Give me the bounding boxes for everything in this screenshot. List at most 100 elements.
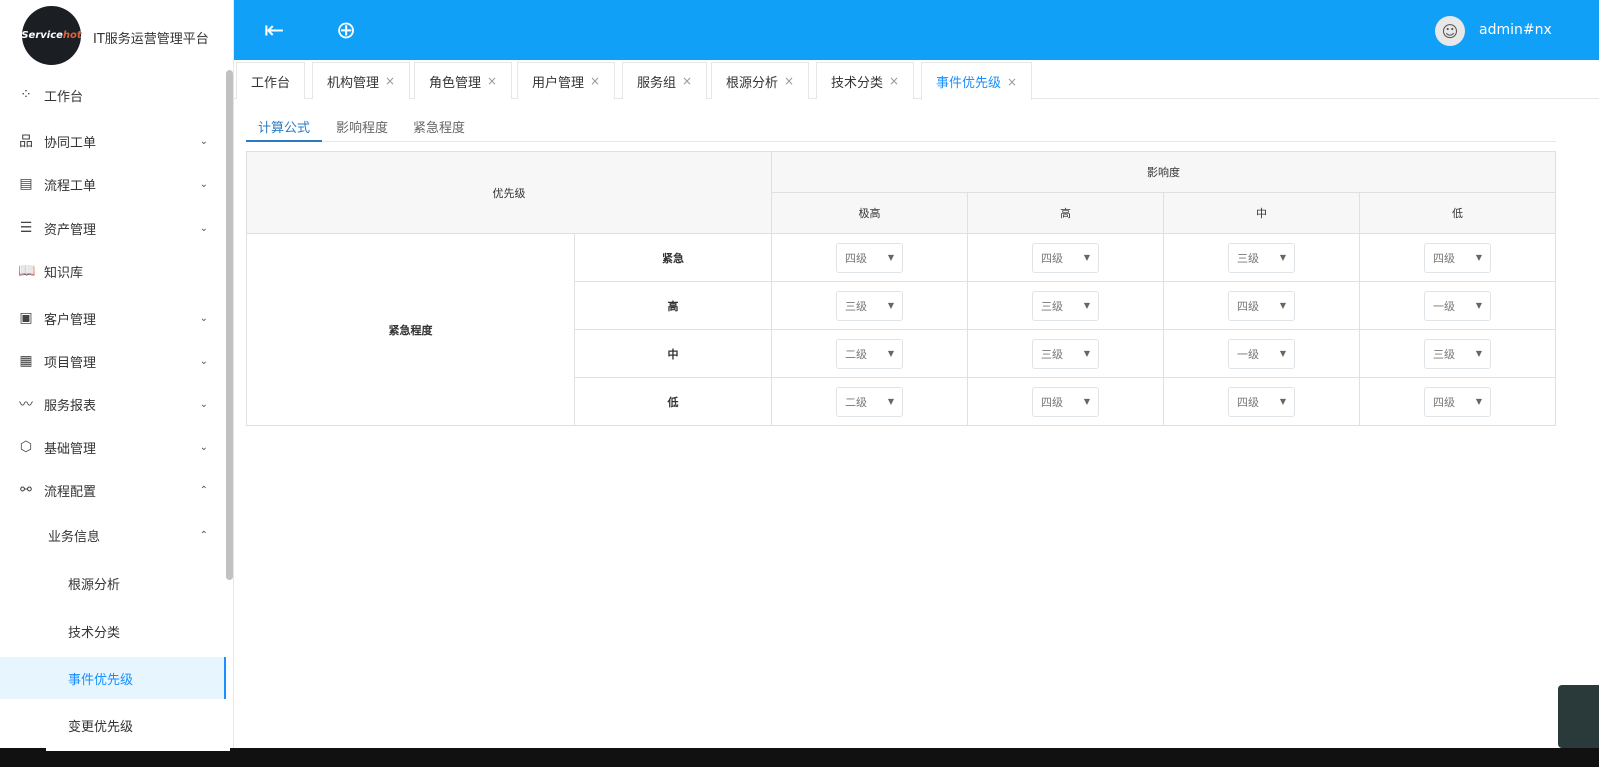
sidebar-item-label: 技术分类 <box>68 625 121 641</box>
close-icon[interactable]: × <box>784 74 795 88</box>
priority-value: 四级 <box>1237 395 1259 409</box>
priority-select[interactable]: 三级 ▼ <box>1424 338 1491 369</box>
impact-level-header: 中 <box>1163 192 1360 234</box>
priority-select[interactable]: 三级 ▼ <box>1228 242 1295 273</box>
sidebar-scrollbar[interactable] <box>226 70 233 580</box>
sidebar-item-6[interactable]: ▦ 项目管理 ⌄ <box>0 339 226 383</box>
tab-label: 角色管理 <box>429 75 482 91</box>
matrix-cell: 一级 ▼ <box>1163 329 1360 378</box>
sidebar-item-0[interactable]: ⁘ 工作台 <box>0 73 226 117</box>
priority-select[interactable]: 一级 ▼ <box>1228 338 1295 369</box>
tab-1[interactable]: 机构管理 × <box>312 62 411 99</box>
close-icon[interactable]: × <box>487 74 498 88</box>
chevron-icon: ⌄ <box>199 222 208 234</box>
close-icon[interactable]: × <box>889 74 900 88</box>
sidebar-item-9[interactable]: ⚯ 流程配置 ⌃ <box>0 468 226 512</box>
priority-select[interactable]: 四级 ▼ <box>1228 290 1295 321</box>
sidebar-leaf-0[interactable]: 根源分析 <box>0 562 226 604</box>
matrix-cell: 四级 ▼ <box>771 233 968 282</box>
chevron-icon: ⌄ <box>199 441 208 453</box>
sidebar-item-1[interactable]: 品协同工单 ⌄ <box>0 119 226 163</box>
chevron-icon: ⌄ <box>199 398 208 410</box>
subtab-1[interactable]: 影响程度 <box>336 121 389 136</box>
priority-value: 一级 <box>1433 299 1455 313</box>
document-icon: ▦ <box>19 353 33 369</box>
tab-4[interactable]: 服务组 × <box>622 62 708 99</box>
close-icon[interactable]: × <box>1007 74 1018 89</box>
priority-select[interactable]: 二级 ▼ <box>836 338 903 369</box>
tab-6[interactable]: 技术分类 × <box>816 62 915 99</box>
calendar-icon: ▤ <box>19 176 33 192</box>
sidebar-item-label: 根源分析 <box>68 577 121 593</box>
priority-select[interactable]: 一级 ▼ <box>1424 290 1491 321</box>
sidebar-item-label: 协同工单 <box>44 135 97 151</box>
caret-down-icon: ▼ <box>1279 349 1286 358</box>
priority-select[interactable]: 四级 ▼ <box>1228 386 1295 417</box>
indent-menu-icon[interactable]: ⇤ <box>264 16 285 44</box>
subtab-2[interactable]: 紧急程度 <box>413 121 466 136</box>
caret-down-icon: ▼ <box>1475 397 1482 406</box>
tab-0[interactable]: 工作台 <box>236 62 306 99</box>
sidebar-item-5[interactable]: ▣ 客户管理 ⌄ <box>0 296 226 340</box>
close-icon[interactable]: × <box>385 74 396 88</box>
taskbar <box>0 748 1599 767</box>
close-icon[interactable]: × <box>682 74 693 88</box>
priority-select[interactable]: 四级 ▼ <box>1032 386 1099 417</box>
chevron-up-icon: ⌃ <box>199 529 208 541</box>
priority-select[interactable]: 四级 ▼ <box>1424 242 1491 273</box>
sidebar-item-3[interactable]: ☰ 资产管理 ⌄ <box>0 206 226 250</box>
sidebar-item-business-info[interactable]: 业务信息 ⌃ <box>0 513 226 557</box>
sidebar-item-4[interactable]: 📖 知识库 <box>0 249 226 293</box>
priority-select[interactable]: 三级 ▼ <box>836 290 903 321</box>
caret-down-icon: ▼ <box>1279 253 1286 262</box>
impact-header: 影响度 <box>771 151 1556 193</box>
avatar[interactable]: ☺ <box>1435 16 1465 46</box>
sidebar-leaf-3[interactable]: 变更优先级 <box>0 704 226 746</box>
caret-down-icon: ▼ <box>1279 301 1286 310</box>
sidebar-item-7[interactable]: 〰服务报表 ⌄ <box>0 382 226 426</box>
priority-select[interactable]: 四级 ▼ <box>1424 386 1491 417</box>
priority-select[interactable]: 二级 ▼ <box>836 386 903 417</box>
priority-select[interactable]: 三级 ▼ <box>1032 338 1099 369</box>
sidebar-leaf-1[interactable]: 技术分类 <box>0 610 226 652</box>
tab-label: 用户管理 <box>532 75 585 91</box>
book-icon: 📖 <box>18 263 36 279</box>
priority-value: 三级 <box>1237 251 1259 265</box>
tab-7[interactable]: 事件优先级 × <box>921 62 1033 100</box>
sidebar-item-label: 知识库 <box>44 265 84 281</box>
matrix-cell: 四级 ▼ <box>1359 377 1556 426</box>
sidebar-item-2[interactable]: ▤ 流程工单 ⌄ <box>0 162 226 206</box>
caret-down-icon: ▼ <box>1475 301 1482 310</box>
username[interactable]: admin#nx <box>1479 22 1552 38</box>
tab-2[interactable]: 角色管理 × <box>414 62 513 99</box>
priority-value: 一级 <box>1237 347 1259 361</box>
priority-value: 四级 <box>1433 251 1455 265</box>
priority-value: 四级 <box>1041 251 1063 265</box>
priority-value: 四级 <box>1237 299 1259 313</box>
chevron-icon: ⌄ <box>199 312 208 324</box>
logo-text: Service <box>21 30 63 41</box>
caret-down-icon: ▼ <box>1083 397 1090 406</box>
tab-5[interactable]: 根源分析 × <box>711 62 810 99</box>
close-icon[interactable]: × <box>590 74 601 88</box>
plus-circle-icon[interactable]: ⊕ <box>336 16 357 44</box>
matrix-cell: 二级 ▼ <box>771 377 968 426</box>
logo: Service hot <box>21 6 82 65</box>
tab-label: 机构管理 <box>327 75 380 91</box>
sidebar-item-8[interactable]: ⬡ 基础管理 ⌄ <box>0 425 226 469</box>
tab-label: 服务组 <box>637 75 677 91</box>
corner-header: 优先级 <box>246 151 772 234</box>
floating-widget[interactable] <box>1558 685 1599 748</box>
tab-3[interactable]: 用户管理 × <box>517 62 616 99</box>
chevron-icon: ⌃ <box>199 484 208 496</box>
priority-select[interactable]: 四级 ▼ <box>1032 242 1099 273</box>
priority-select[interactable]: 三级 ▼ <box>1032 290 1099 321</box>
impact-level-header: 极高 <box>771 192 968 234</box>
sitemap-icon: 品 <box>19 134 33 150</box>
sidebar-item-label: 流程配置 <box>44 484 97 500</box>
sidebar-leaf-2[interactable]: 事件优先级 <box>0 657 226 699</box>
sidebar-item-label: 工作台 <box>44 89 84 105</box>
priority-select[interactable]: 四级 ▼ <box>836 242 903 273</box>
subtab-0[interactable]: 计算公式 <box>246 113 323 142</box>
sidebar-item-label: 客户管理 <box>44 312 97 328</box>
